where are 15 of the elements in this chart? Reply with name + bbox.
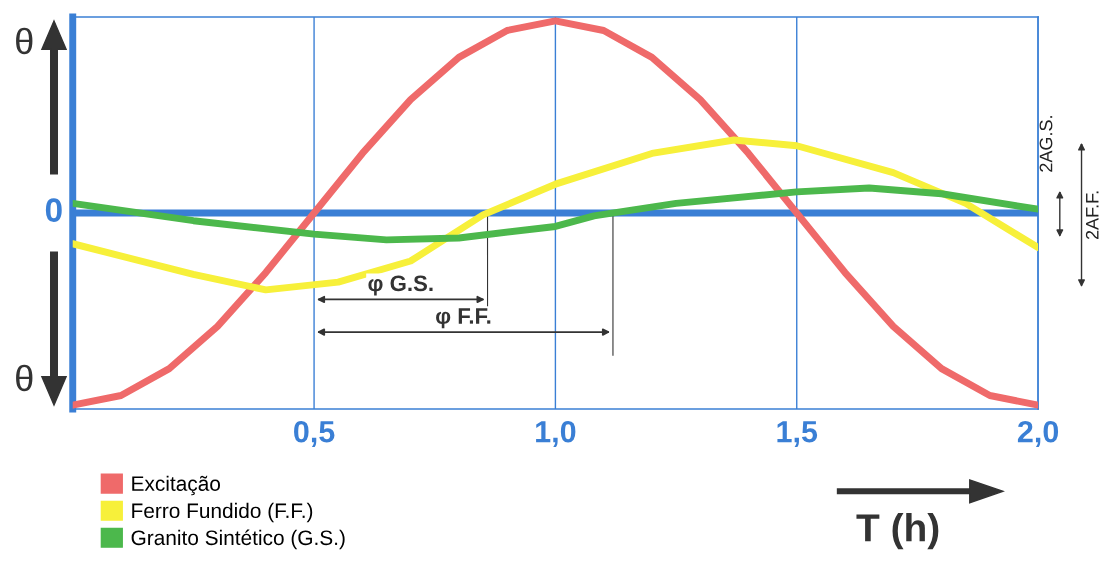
text: θ (16, 364, 33, 392)
x-axis-title: T (h) (856, 512, 939, 550)
annotation: φ F.F. (436, 308, 491, 329)
text: 2AG.S. (1039, 116, 1053, 172)
text: θ (16, 27, 33, 55)
legend-label: Ferro Fundido (F.F.) (132, 502, 313, 523)
annotation: φ G.S. (368, 275, 433, 296)
x-tick-label: 1,0 (536, 420, 576, 447)
ref-line-label: 0 (45, 198, 62, 222)
text: 2AF.F. (1085, 191, 1099, 240)
x-tick-label: 2,0 (1017, 420, 1059, 447)
legend-label: Granito Sintético (G.S.) (131, 529, 345, 550)
x-tick-label: 1,5 (777, 421, 818, 447)
x-tick-label: 0,5 (294, 420, 335, 447)
legend-label: Excitação (132, 475, 221, 496)
